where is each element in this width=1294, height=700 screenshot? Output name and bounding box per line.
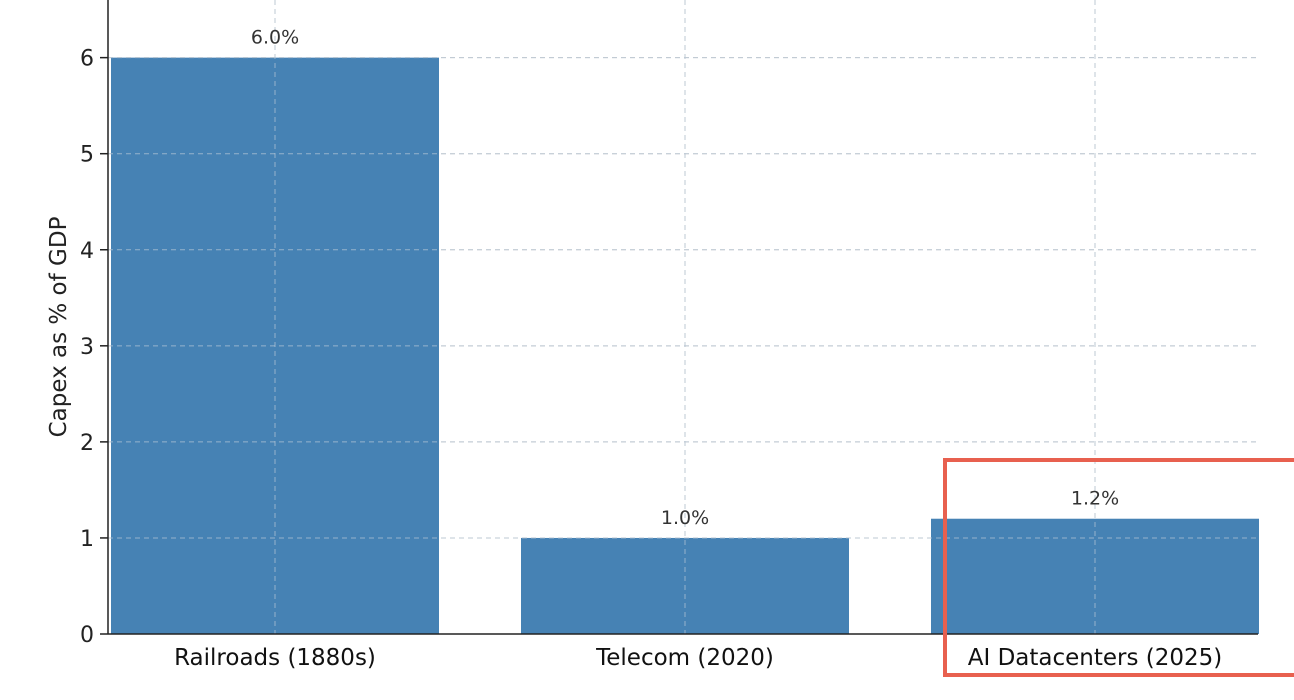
bar-data-label: 1.0% [661,507,709,529]
y-tick-label: 0 [80,623,94,648]
y-tick-label: 1 [80,527,94,552]
highlight-box [943,458,1294,677]
x-tick-label: Railroads (1880s) [174,645,376,671]
y-tick-label: 3 [80,335,94,360]
bar-data-label: 6.0% [251,27,299,49]
labels: Capex as % of GDP 6.0% 1.0% 1.2% Railroads … [46,27,1222,671]
bars [108,0,1259,635]
y-tick-label: 6 [80,47,94,72]
y-tick-label: 4 [80,239,94,264]
axes: 0 1 2 3 4 5 6 [80,0,1258,648]
x-tick-label: AI Datacenters (2025) [968,645,1223,671]
highlight-layer [943,458,1294,677]
bar-data-label: 1.2% [1071,488,1119,510]
y-tick-label: 5 [80,143,94,168]
y-axis-label: Capex as % of GDP [46,216,72,437]
y-tick-label: 2 [80,431,94,456]
x-tick-label: Telecom (2020) [595,645,774,671]
